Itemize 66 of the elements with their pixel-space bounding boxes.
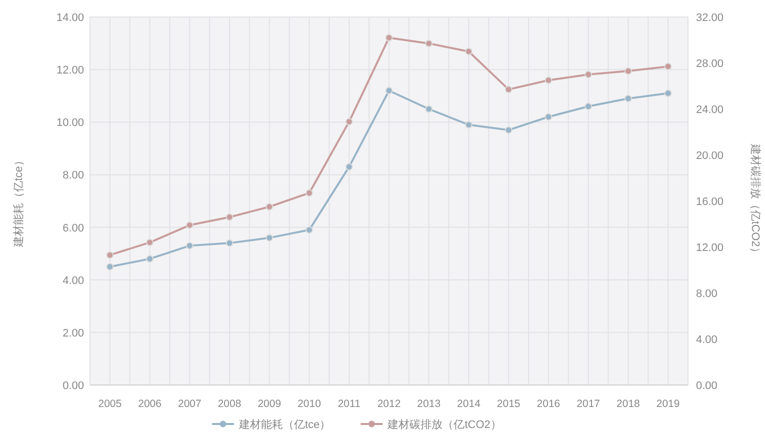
legend-label: 建材能耗（亿tce） — [238, 418, 331, 431]
x-tick-label: 2013 — [417, 398, 441, 410]
x-tick-label: 2009 — [258, 398, 282, 410]
point — [266, 203, 274, 210]
point — [544, 76, 552, 84]
point — [186, 242, 194, 250]
y-tick-label: 2.00 — [62, 327, 84, 340]
y-tick-label: 10.00 — [56, 117, 84, 130]
point — [146, 238, 154, 246]
point — [266, 234, 274, 242]
y2-tick-label: 24.00 — [696, 104, 724, 116]
y2-tick-label: 16.00 — [696, 196, 724, 208]
point — [584, 102, 592, 110]
x-tick-label: 2006 — [138, 398, 162, 410]
y-tick-label: 8.00 — [62, 170, 84, 182]
y2-axis-title: 建材碳排放（亿tCO2） — [749, 143, 762, 258]
y2-tick-label: 28.00 — [696, 58, 724, 70]
y2-tick-label: 0.00 — [696, 380, 718, 392]
x-tick-label: 2015 — [496, 398, 520, 410]
x-tick-label: 2014 — [457, 398, 481, 410]
point — [504, 126, 512, 134]
point — [664, 62, 672, 70]
x-tick-label: 2007 — [178, 398, 202, 410]
point — [624, 67, 632, 75]
x-tick-label: 2012 — [377, 398, 401, 410]
point — [345, 163, 353, 171]
point — [106, 251, 114, 259]
point — [465, 48, 472, 56]
x-tick-label: 2017 — [576, 398, 600, 410]
point — [465, 121, 472, 128]
y2-tick-label: 20.00 — [696, 150, 724, 162]
legend-label: 建材碳排放（亿tCO2） — [386, 418, 502, 431]
point — [226, 213, 234, 221]
x-tick-label: 2005 — [98, 398, 122, 410]
point — [106, 263, 114, 270]
y2-tick-label: 32.00 — [696, 12, 724, 24]
y2-tick-label: 12.00 — [696, 242, 724, 254]
point — [664, 90, 672, 97]
y2-tick-label: 4.00 — [696, 334, 718, 346]
y-tick-label: 6.00 — [62, 222, 84, 234]
y-tick-label: 4.00 — [62, 274, 84, 287]
y-axis-title: 建材能耗（亿tce） — [12, 155, 25, 248]
point — [504, 86, 512, 94]
y-tick-label: 12.00 — [56, 64, 84, 77]
point — [425, 105, 433, 113]
point — [345, 118, 353, 126]
point — [186, 221, 194, 229]
point — [146, 255, 154, 263]
point — [624, 94, 632, 102]
point — [306, 189, 313, 197]
x-tick-label: 2016 — [536, 398, 560, 410]
point — [385, 34, 393, 42]
point — [385, 86, 393, 94]
x-tick-label: 2019 — [656, 398, 680, 410]
y-tick-label: 0.00 — [62, 380, 84, 392]
point — [544, 113, 552, 121]
y-tick-label: 14.00 — [56, 12, 84, 24]
x-tick-label: 2008 — [218, 398, 242, 410]
point — [584, 70, 592, 78]
x-tick-label: 2011 — [338, 398, 361, 410]
x-tick-label: 2010 — [298, 398, 322, 410]
x-tick-label: 2018 — [616, 398, 640, 410]
point — [306, 226, 313, 234]
point — [226, 239, 234, 247]
point — [425, 40, 433, 48]
y2-tick-label: 8.00 — [696, 288, 718, 300]
